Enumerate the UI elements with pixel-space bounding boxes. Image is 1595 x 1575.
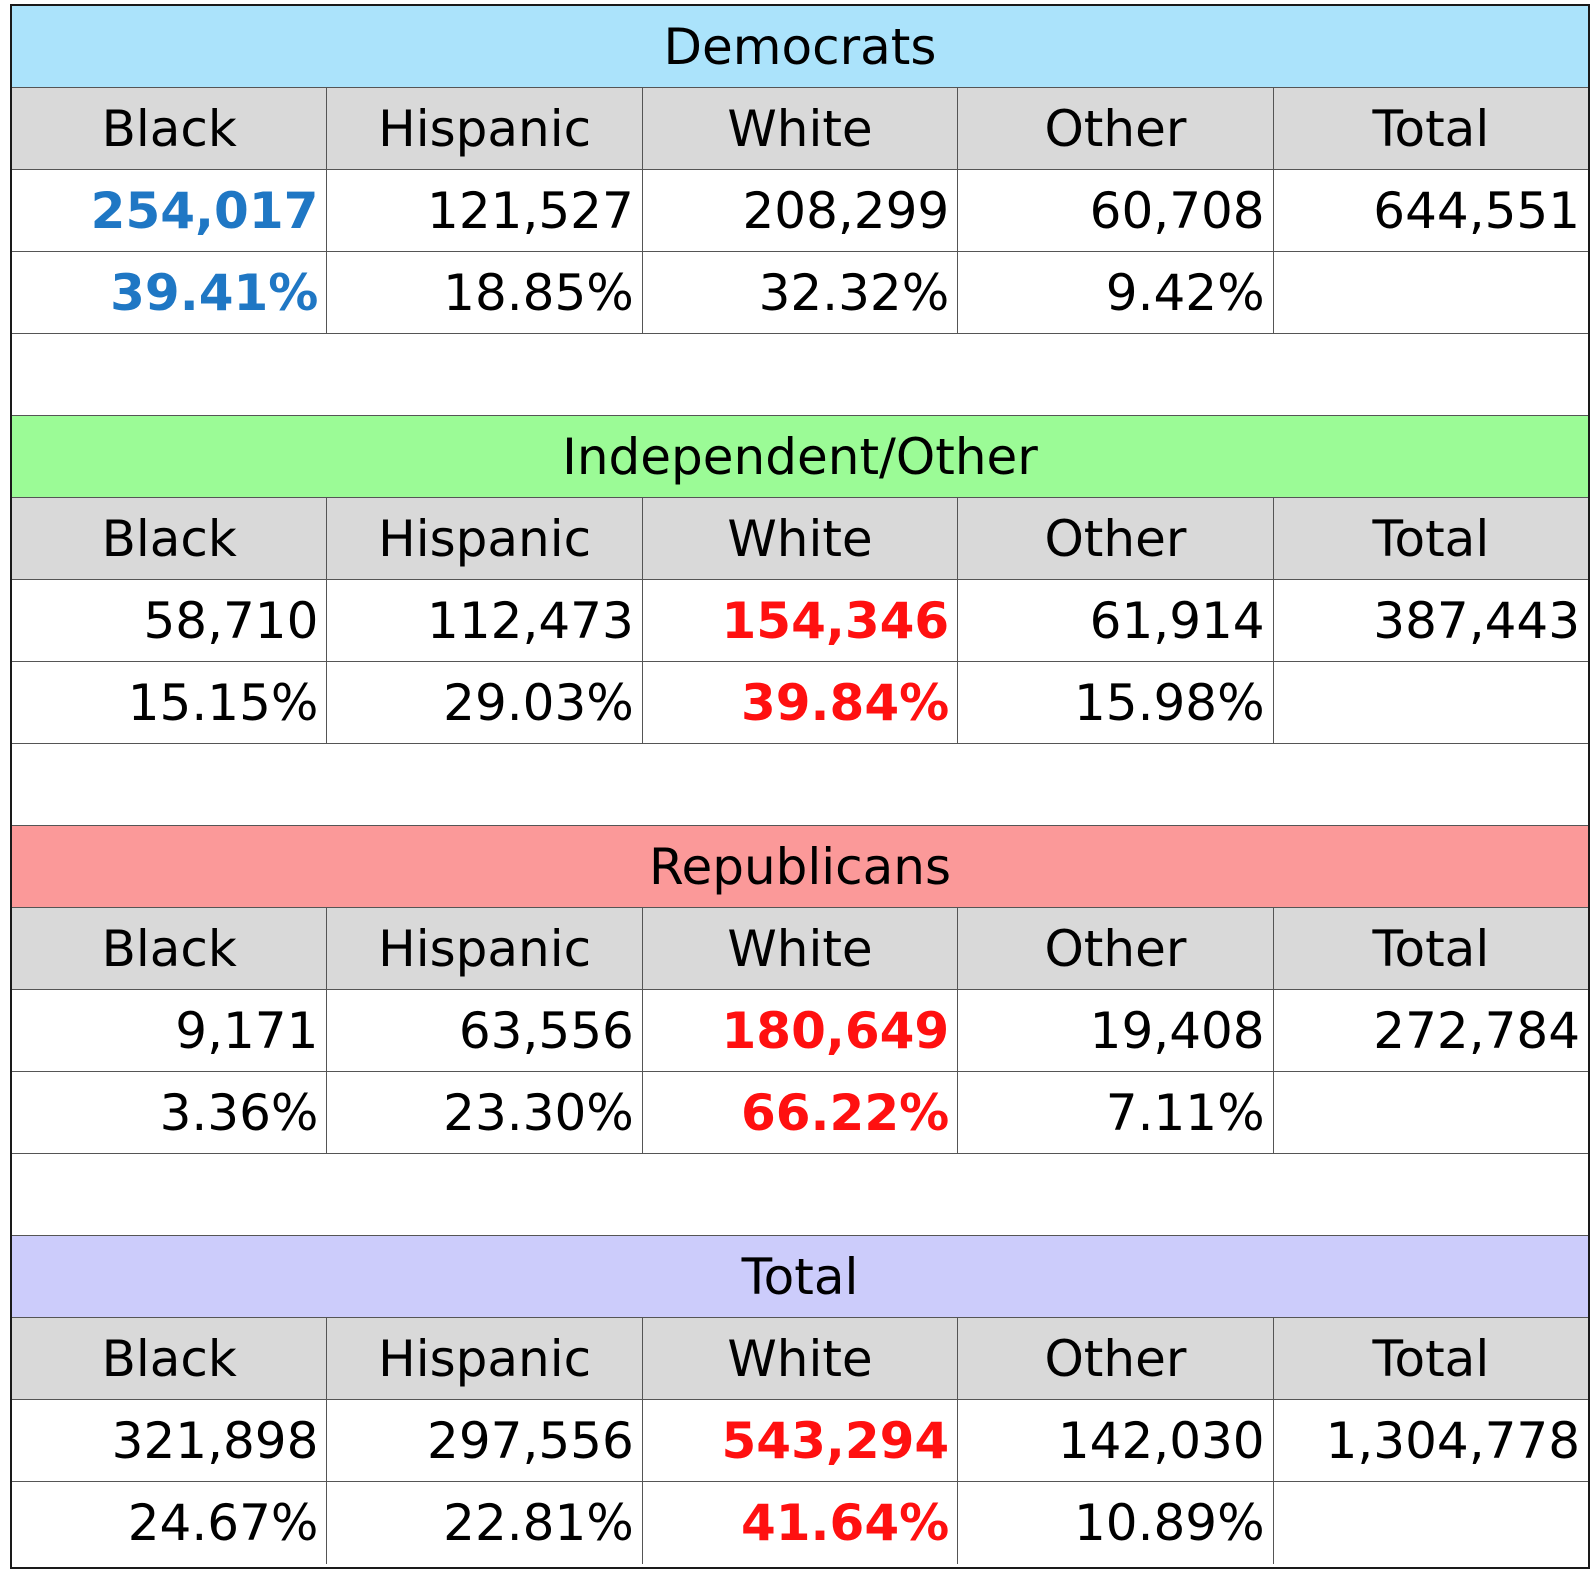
percent-cell-other: 10.89% <box>958 1482 1274 1564</box>
column-header-other: Other <box>958 88 1274 169</box>
column-header-other: Other <box>958 498 1274 579</box>
count-cell-black: 321,898 <box>12 1400 328 1481</box>
column-header-hispanic: Hispanic <box>327 1318 643 1399</box>
column-header-white: White <box>643 908 959 989</box>
column-header-black: Black <box>12 88 328 169</box>
group-section: Total Black Hispanic White Other Total 321,898… <box>12 1236 1588 1564</box>
blank-spacer-row <box>12 334 1588 416</box>
count-cell-black: 58,710 <box>12 580 328 661</box>
column-header-white: White <box>643 498 959 579</box>
column-header-hispanic: Hispanic <box>327 88 643 169</box>
percent-cell-white: 39.84% <box>643 662 959 743</box>
column-header-total: Total <box>1372 509 1490 568</box>
column-header-total: Total <box>1372 99 1490 158</box>
count-cell-white: 543,294 <box>643 1400 959 1481</box>
column-header-other: Other <box>958 1318 1274 1399</box>
percent-cell-black: 39.41% <box>12 252 328 333</box>
blank-spacer-row <box>12 744 1588 826</box>
column-header-black: Black <box>12 908 328 989</box>
group-title: Total <box>12 1236 1588 1318</box>
percent-cell-total <box>1274 1482 1588 1564</box>
percent-cell-white: 41.64% <box>643 1482 959 1564</box>
percent-cell-white: 66.22% <box>643 1072 959 1153</box>
count-cell-other: 142,030 <box>958 1400 1274 1481</box>
percent-row: 15.15% 29.03% 39.84% 15.98% <box>12 662 1588 744</box>
count-cell-total: 387,443 <box>1373 591 1581 650</box>
column-header-row: Black Hispanic White Other Total <box>12 908 1588 990</box>
column-header-black: Black <box>12 1318 328 1399</box>
column-header-hispanic: Hispanic <box>327 498 643 579</box>
count-cell-white: 180,649 <box>643 990 959 1071</box>
count-cell-black: 254,017 <box>12 170 328 251</box>
count-cell-black: 9,171 <box>12 990 328 1071</box>
count-cell-total: 1,304,778 <box>1325 1411 1581 1470</box>
count-cell-total: 272,784 <box>1373 1001 1581 1060</box>
percent-cell-white: 32.32% <box>643 252 959 333</box>
count-row: 321,898 297,556 543,294 142,030 1,304,778 <box>12 1400 1588 1482</box>
column-header-row: Black Hispanic White Other Total <box>12 1318 1588 1400</box>
percent-cell-hispanic: 29.03% <box>327 662 643 743</box>
count-row: 254,017 121,527 208,299 60,708 644,551 <box>12 170 1588 252</box>
count-row: 58,710 112,473 154,346 61,914 387,443 <box>12 580 1588 662</box>
group-title: Republicans <box>12 826 1588 908</box>
percent-cell-other: 15.98% <box>958 662 1274 743</box>
column-header-row: Black Hispanic White Other Total <box>12 498 1588 580</box>
count-cell-other: 19,408 <box>958 990 1274 1071</box>
column-header-white: White <box>643 1318 959 1399</box>
column-header-hispanic: Hispanic <box>327 908 643 989</box>
count-cell-other: 60,708 <box>958 170 1274 251</box>
percent-cell-black: 24.67% <box>12 1482 328 1564</box>
percent-cell-hispanic: 23.30% <box>327 1072 643 1153</box>
count-cell-total: 644,551 <box>1373 181 1581 240</box>
count-cell-white: 208,299 <box>643 170 959 251</box>
group-section: Republicans Black Hispanic White Other Total 9… <box>12 826 1588 1236</box>
column-header-other: Other <box>958 908 1274 989</box>
percent-cell-other: 9.42% <box>958 252 1274 333</box>
percent-cell-hispanic: 18.85% <box>327 252 643 333</box>
column-header-total: Total <box>1372 1329 1490 1388</box>
count-cell-other: 61,914 <box>958 580 1274 661</box>
count-cell-hispanic: 297,556 <box>327 1400 643 1481</box>
percent-cell-black: 15.15% <box>12 662 328 743</box>
column-header-total: Total <box>1372 919 1490 978</box>
group-section: Independent/Other Black Hispanic White Other… <box>12 416 1588 826</box>
percent-row: 24.67% 22.81% 41.64% 10.89% <box>12 1482 1588 1564</box>
group-title: Independent/Other <box>12 416 1588 498</box>
percent-cell-total <box>1274 662 1588 743</box>
party-race-table: Democrats Black Hispanic White Other Total 254… <box>10 4 1590 1569</box>
count-cell-white: 154,346 <box>643 580 959 661</box>
percent-cell-total <box>1274 252 1588 333</box>
column-header-white: White <box>643 88 959 169</box>
percent-row: 3.36% 23.30% 66.22% 7.11% <box>12 1072 1588 1154</box>
group-title: Democrats <box>12 6 1588 88</box>
percent-row: 39.41% 18.85% 32.32% 9.42% <box>12 252 1588 334</box>
percent-cell-black: 3.36% <box>12 1072 328 1153</box>
count-row: 9,171 63,556 180,649 19,408 272,784 <box>12 990 1588 1072</box>
group-section: Democrats Black Hispanic White Other Total 254… <box>12 6 1588 416</box>
percent-cell-total <box>1274 1072 1588 1153</box>
percent-cell-hispanic: 22.81% <box>327 1482 643 1564</box>
count-cell-hispanic: 112,473 <box>327 580 643 661</box>
count-cell-hispanic: 63,556 <box>327 990 643 1071</box>
percent-cell-other: 7.11% <box>958 1072 1274 1153</box>
column-header-black: Black <box>12 498 328 579</box>
column-header-row: Black Hispanic White Other Total <box>12 88 1588 170</box>
blank-spacer-row <box>12 1154 1588 1236</box>
count-cell-hispanic: 121,527 <box>327 170 643 251</box>
